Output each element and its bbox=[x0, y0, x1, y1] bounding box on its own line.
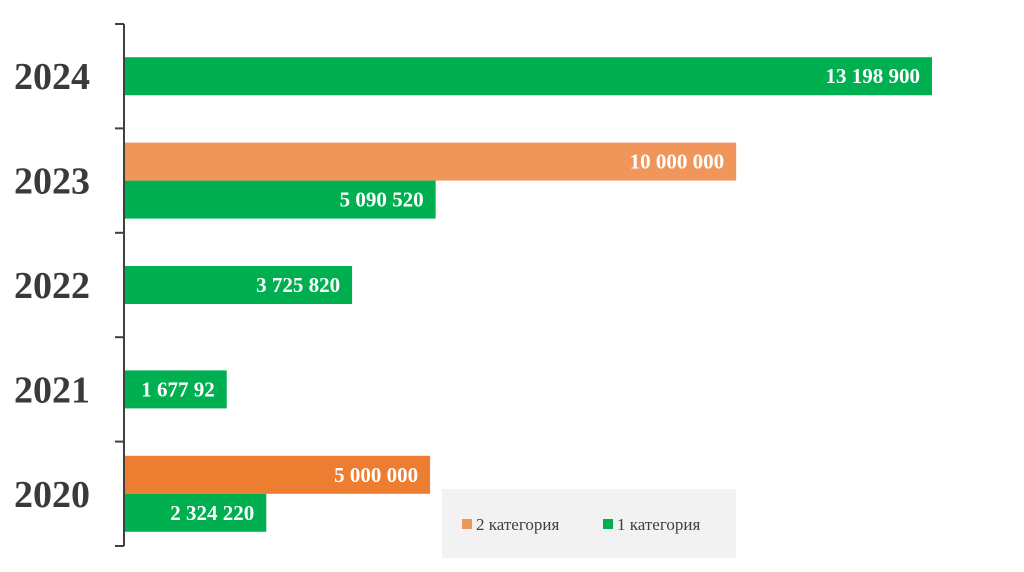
legend-swatch-series-2 bbox=[462, 519, 472, 529]
category-label: 2023 bbox=[14, 161, 90, 203]
category-label: 2024 bbox=[14, 56, 90, 98]
bar-series-1 bbox=[125, 57, 932, 96]
bar-series-1 bbox=[125, 180, 436, 219]
legend: 2 категория 1 категория bbox=[442, 489, 736, 558]
bar-series-2 bbox=[125, 455, 431, 494]
data-label: 5 000 000 bbox=[334, 463, 418, 487]
category-labels: 2024 2023 2022 2021 2020 bbox=[14, 56, 90, 516]
data-label: 5 090 520 bbox=[340, 188, 424, 212]
category-axis bbox=[115, 23, 125, 547]
legend-label-series-1: 1 категория bbox=[617, 515, 700, 534]
legend-background bbox=[442, 489, 736, 558]
bars: 13 198 900 10 000 000 5 090 520 3 725 820 1 … bbox=[125, 57, 932, 532]
category-label: 2022 bbox=[14, 265, 90, 307]
category-label: 2021 bbox=[14, 369, 90, 411]
bar-series-1 bbox=[125, 493, 267, 532]
category-label: 2020 bbox=[14, 474, 90, 516]
legend-swatch-series-1 bbox=[603, 519, 613, 529]
data-label: 2 324 220 bbox=[170, 501, 254, 525]
bar-series-2 bbox=[125, 142, 737, 181]
data-label: 3 725 820 bbox=[256, 273, 340, 297]
data-label: 1 677 92 bbox=[141, 377, 215, 401]
bar-series-1 bbox=[125, 266, 353, 304]
legend-label-series-2: 2 категория bbox=[476, 515, 559, 534]
data-label: 10 000 000 bbox=[630, 150, 725, 174]
bar-series-1 bbox=[125, 370, 227, 409]
data-label: 13 198 900 bbox=[826, 64, 921, 88]
